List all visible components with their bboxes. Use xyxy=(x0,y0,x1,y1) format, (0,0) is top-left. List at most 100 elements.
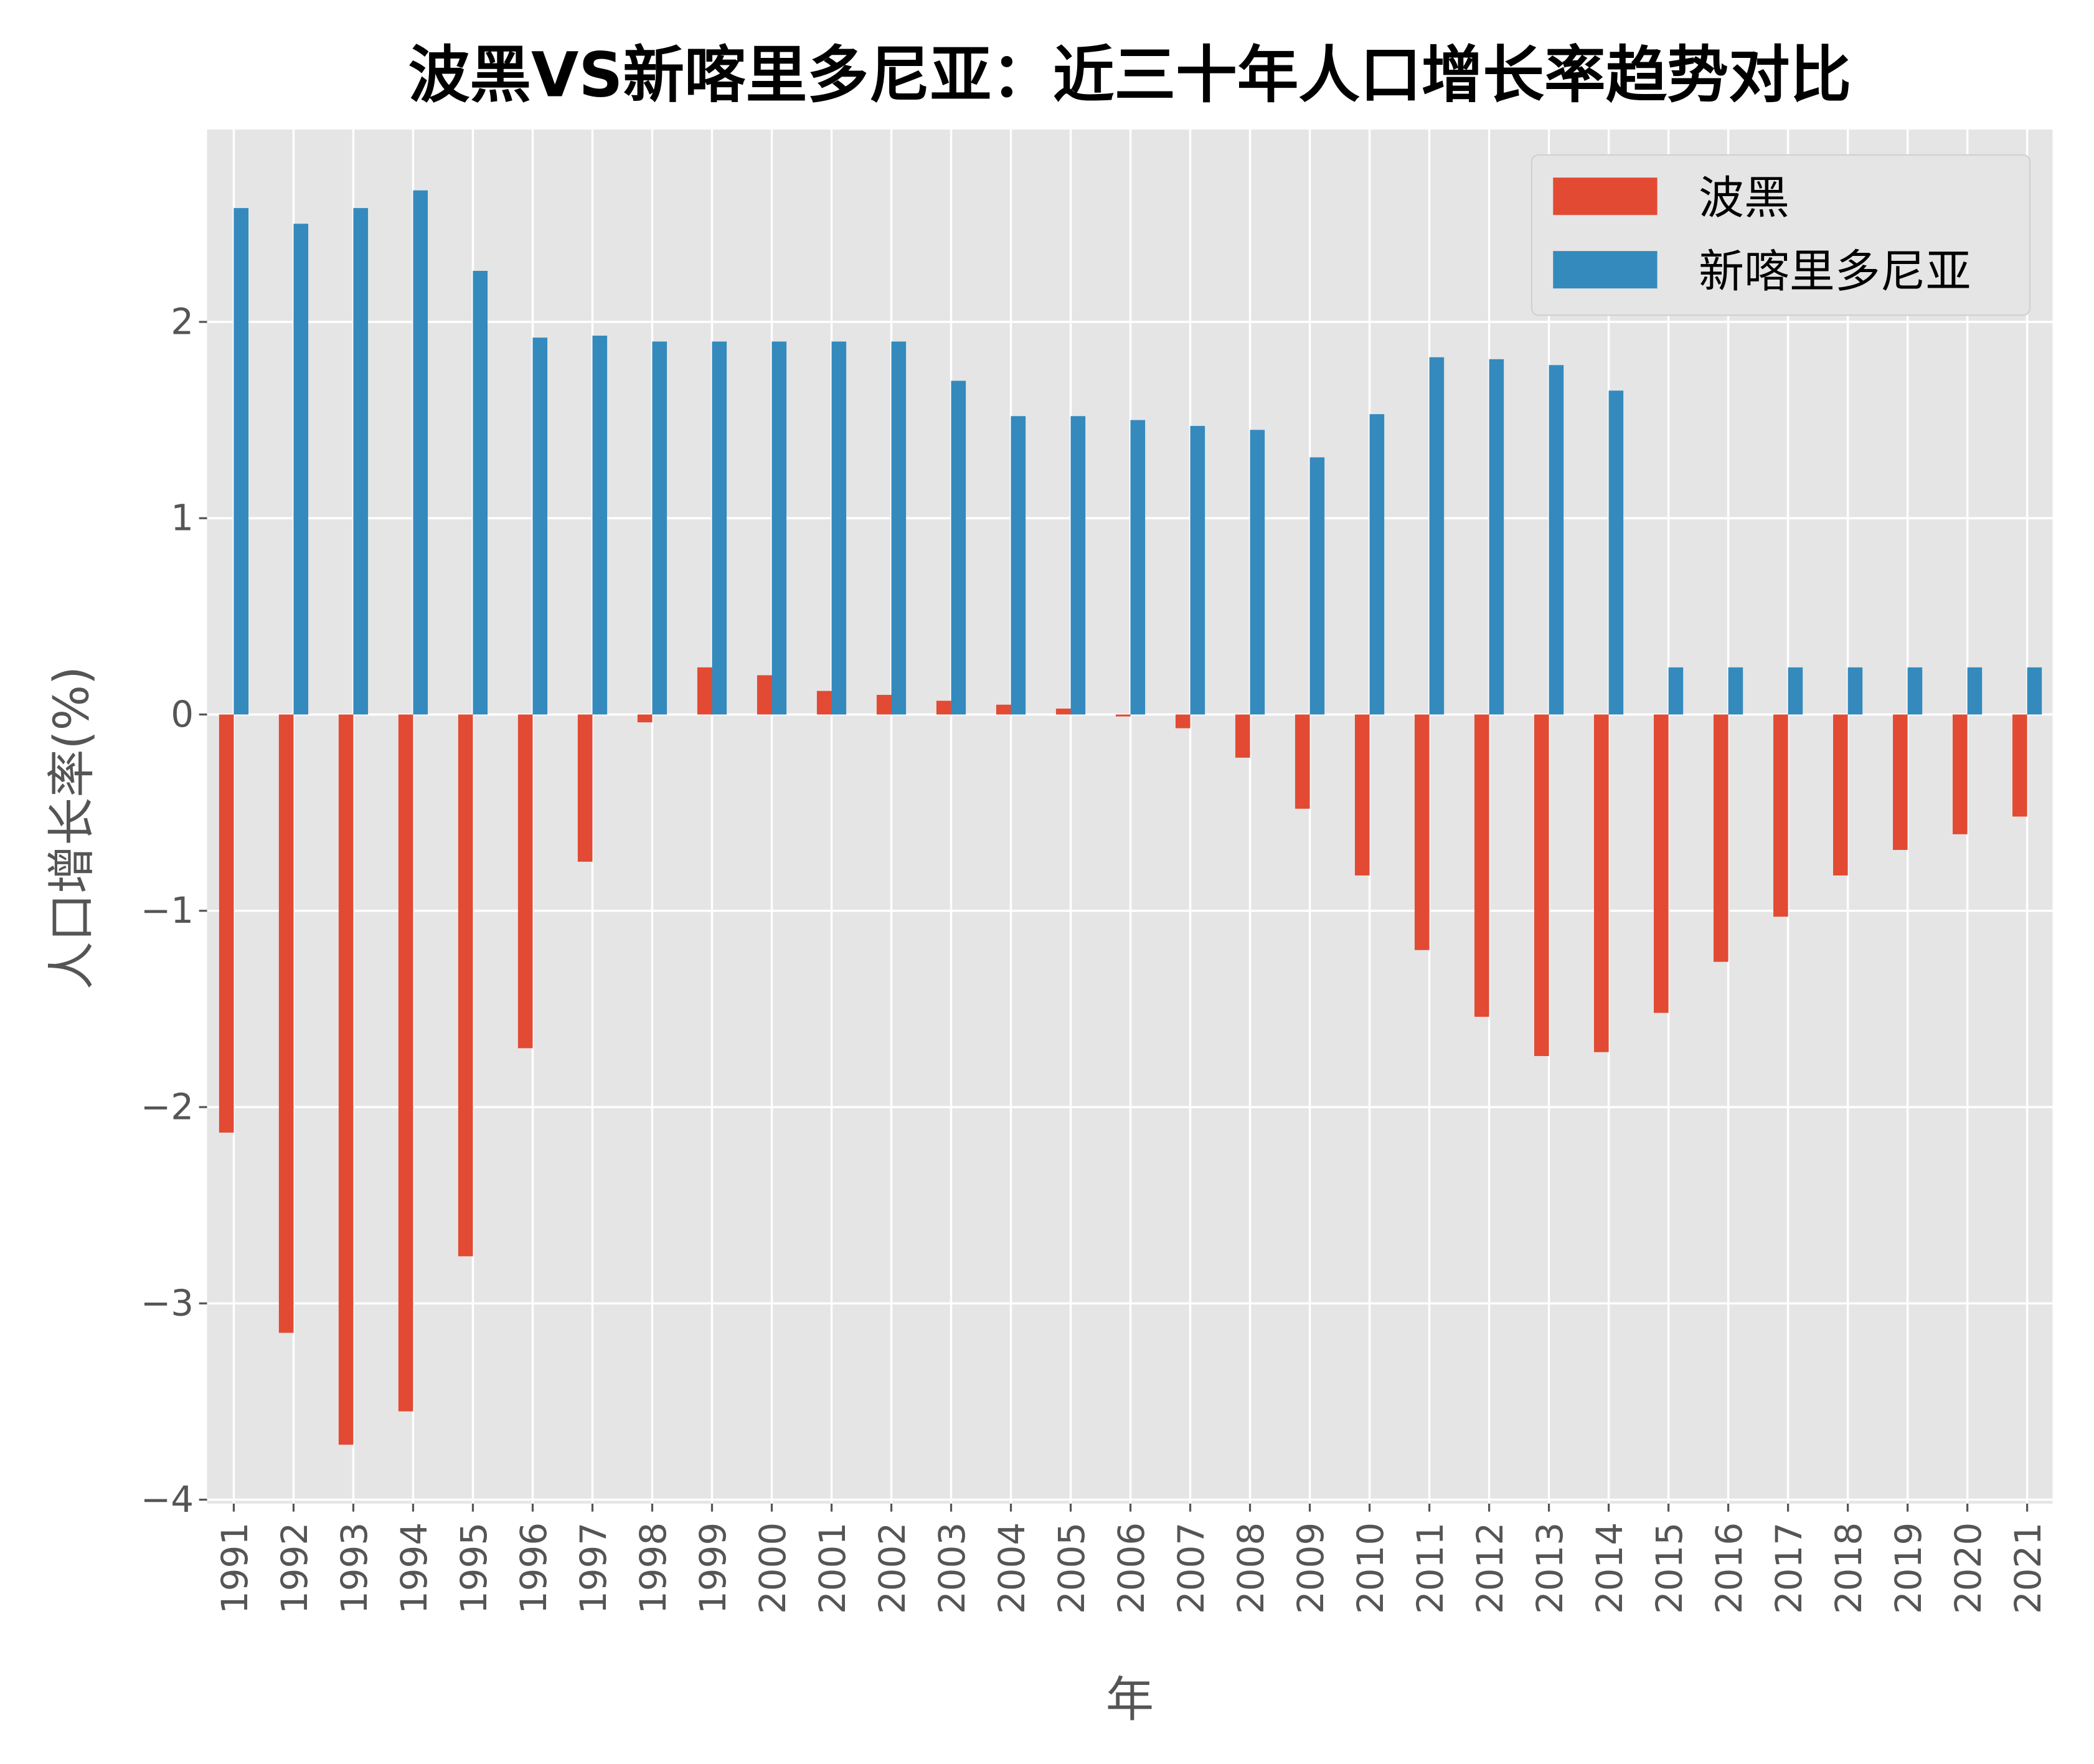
bar-new-caledonia xyxy=(1668,667,1684,715)
y-tick-label: −3 xyxy=(141,1282,194,1324)
x-tick-label: 1994 xyxy=(393,1522,435,1614)
x-axis-label: 年 xyxy=(1106,1672,1154,1728)
x-tick-label: 2004 xyxy=(991,1522,1033,1614)
y-axis: −4 −3 −2 −1 0 1 2 xyxy=(141,300,207,1521)
bar-bosnia xyxy=(1474,714,1489,1017)
bar-bosnia xyxy=(876,694,892,715)
bar-bosnia xyxy=(1714,714,1728,962)
x-tick-label: 2018 xyxy=(1828,1522,1870,1614)
legend-label-new-caledonia: 新喀里多尼亚 xyxy=(1699,245,1971,298)
bar-bosnia xyxy=(757,675,772,715)
bar-bosnia xyxy=(1654,714,1669,1013)
bar-new-caledonia xyxy=(1250,430,1265,715)
bar-new-caledonia xyxy=(1907,667,1923,715)
bars xyxy=(219,190,2042,1445)
bar-bosnia xyxy=(517,714,533,1049)
x-tick-label: 2008 xyxy=(1230,1522,1272,1614)
y-tick-label: −1 xyxy=(141,889,194,932)
bar-bosnia xyxy=(398,714,413,1412)
bar-new-caledonia xyxy=(473,271,488,715)
x-tick-label: 1998 xyxy=(632,1522,674,1614)
bar-new-caledonia xyxy=(1011,416,1026,715)
x-tick-label: 2013 xyxy=(1529,1522,1571,1614)
x-tick-label: 2003 xyxy=(931,1522,973,1614)
bar-bosnia xyxy=(1295,714,1310,809)
y-tick-label: −2 xyxy=(141,1085,194,1128)
bar-bosnia xyxy=(458,714,473,1257)
bar-bosnia xyxy=(1115,714,1131,717)
bar-new-caledonia xyxy=(1967,667,1983,715)
x-tick-label: 2016 xyxy=(1708,1522,1750,1614)
y-tick-label: 2 xyxy=(171,300,194,342)
bar-new-caledonia xyxy=(1728,667,1743,715)
bar-new-caledonia xyxy=(2027,667,2042,715)
x-tick-label: 1996 xyxy=(512,1522,555,1614)
x-tick-label: 1995 xyxy=(453,1522,495,1614)
x-tick-label: 2001 xyxy=(811,1522,854,1614)
bar-bosnia xyxy=(1175,714,1191,729)
bar-bosnia xyxy=(219,714,234,1133)
y-tick-label: 1 xyxy=(171,497,194,539)
bar-bosnia xyxy=(1354,714,1370,875)
x-tick-label: 2005 xyxy=(1050,1522,1093,1614)
bar-new-caledonia xyxy=(652,341,667,715)
x-tick-label: 1991 xyxy=(214,1522,256,1614)
bar-new-caledonia xyxy=(831,341,847,715)
x-tick-label: 2000 xyxy=(752,1522,794,1614)
x-tick-label: 1993 xyxy=(333,1522,375,1614)
bar-bosnia xyxy=(1414,714,1430,950)
chart-title: 波黑VS新喀里多尼亚：近三十年人口增长率趋势对比 xyxy=(408,39,1851,111)
bar-new-caledonia xyxy=(1070,416,1086,715)
bar-bosnia xyxy=(1773,714,1788,917)
bar-bosnia xyxy=(996,704,1011,715)
x-tick-label: 2017 xyxy=(1768,1522,1810,1614)
x-tick-label: 2007 xyxy=(1170,1522,1212,1614)
bar-new-caledonia xyxy=(1429,357,1445,715)
legend-label-bosnia: 波黑 xyxy=(1699,172,1790,225)
bar-new-caledonia xyxy=(592,336,608,715)
bar-bosnia xyxy=(1235,714,1250,758)
bar-bosnia xyxy=(697,667,712,715)
bar-new-caledonia xyxy=(712,341,727,715)
bar-bosnia xyxy=(1593,714,1609,1052)
bar-new-caledonia xyxy=(233,208,249,715)
x-tick-label: 2015 xyxy=(1648,1522,1691,1614)
bar-bosnia xyxy=(637,714,653,723)
bar-new-caledonia xyxy=(413,190,428,715)
legend-swatch-bosnia xyxy=(1553,177,1658,215)
x-tick-label: 2011 xyxy=(1409,1522,1451,1614)
x-tick-label: 2010 xyxy=(1349,1522,1392,1614)
bar-bosnia xyxy=(936,700,951,715)
bar-new-caledonia xyxy=(1369,414,1385,715)
x-tick-label: 2019 xyxy=(1887,1522,1930,1614)
bar-bosnia xyxy=(1833,714,1848,875)
x-tick-label: 2009 xyxy=(1290,1522,1332,1614)
x-tick-label: 1992 xyxy=(273,1522,316,1614)
bar-new-caledonia xyxy=(293,224,309,715)
bar-new-caledonia xyxy=(532,337,548,715)
bar-new-caledonia xyxy=(353,208,369,715)
x-tick-label: 2006 xyxy=(1110,1522,1153,1614)
bar-bosnia xyxy=(1534,714,1549,1057)
bar-new-caledonia xyxy=(1549,365,1564,715)
x-axis: 1991 1992 1993 1994 1995 1996 1997 1998 1999 2000… xyxy=(214,1503,2049,1614)
bar-bosnia xyxy=(577,714,593,862)
bar-new-caledonia xyxy=(1309,457,1325,715)
bar-new-caledonia xyxy=(1489,359,1504,715)
bar-new-caledonia xyxy=(1788,667,1803,715)
bar-bosnia xyxy=(1953,714,1968,834)
y-tick-label: −4 xyxy=(141,1478,194,1521)
bar-bosnia xyxy=(2012,714,2027,817)
bar-bosnia xyxy=(1893,714,1908,851)
bar-new-caledonia xyxy=(771,341,787,715)
y-axis-label: 人口增长率(%) xyxy=(44,666,100,990)
x-tick-label: 2014 xyxy=(1588,1522,1631,1614)
bar-bosnia xyxy=(816,691,832,715)
bar-new-caledonia xyxy=(1847,667,1863,715)
x-tick-label: 2002 xyxy=(871,1522,913,1614)
x-tick-label: 2021 xyxy=(2007,1522,2049,1614)
x-tick-label: 2012 xyxy=(1469,1522,1511,1614)
legend-swatch-new-caledonia xyxy=(1553,251,1658,289)
y-tick-label: 0 xyxy=(171,693,194,735)
